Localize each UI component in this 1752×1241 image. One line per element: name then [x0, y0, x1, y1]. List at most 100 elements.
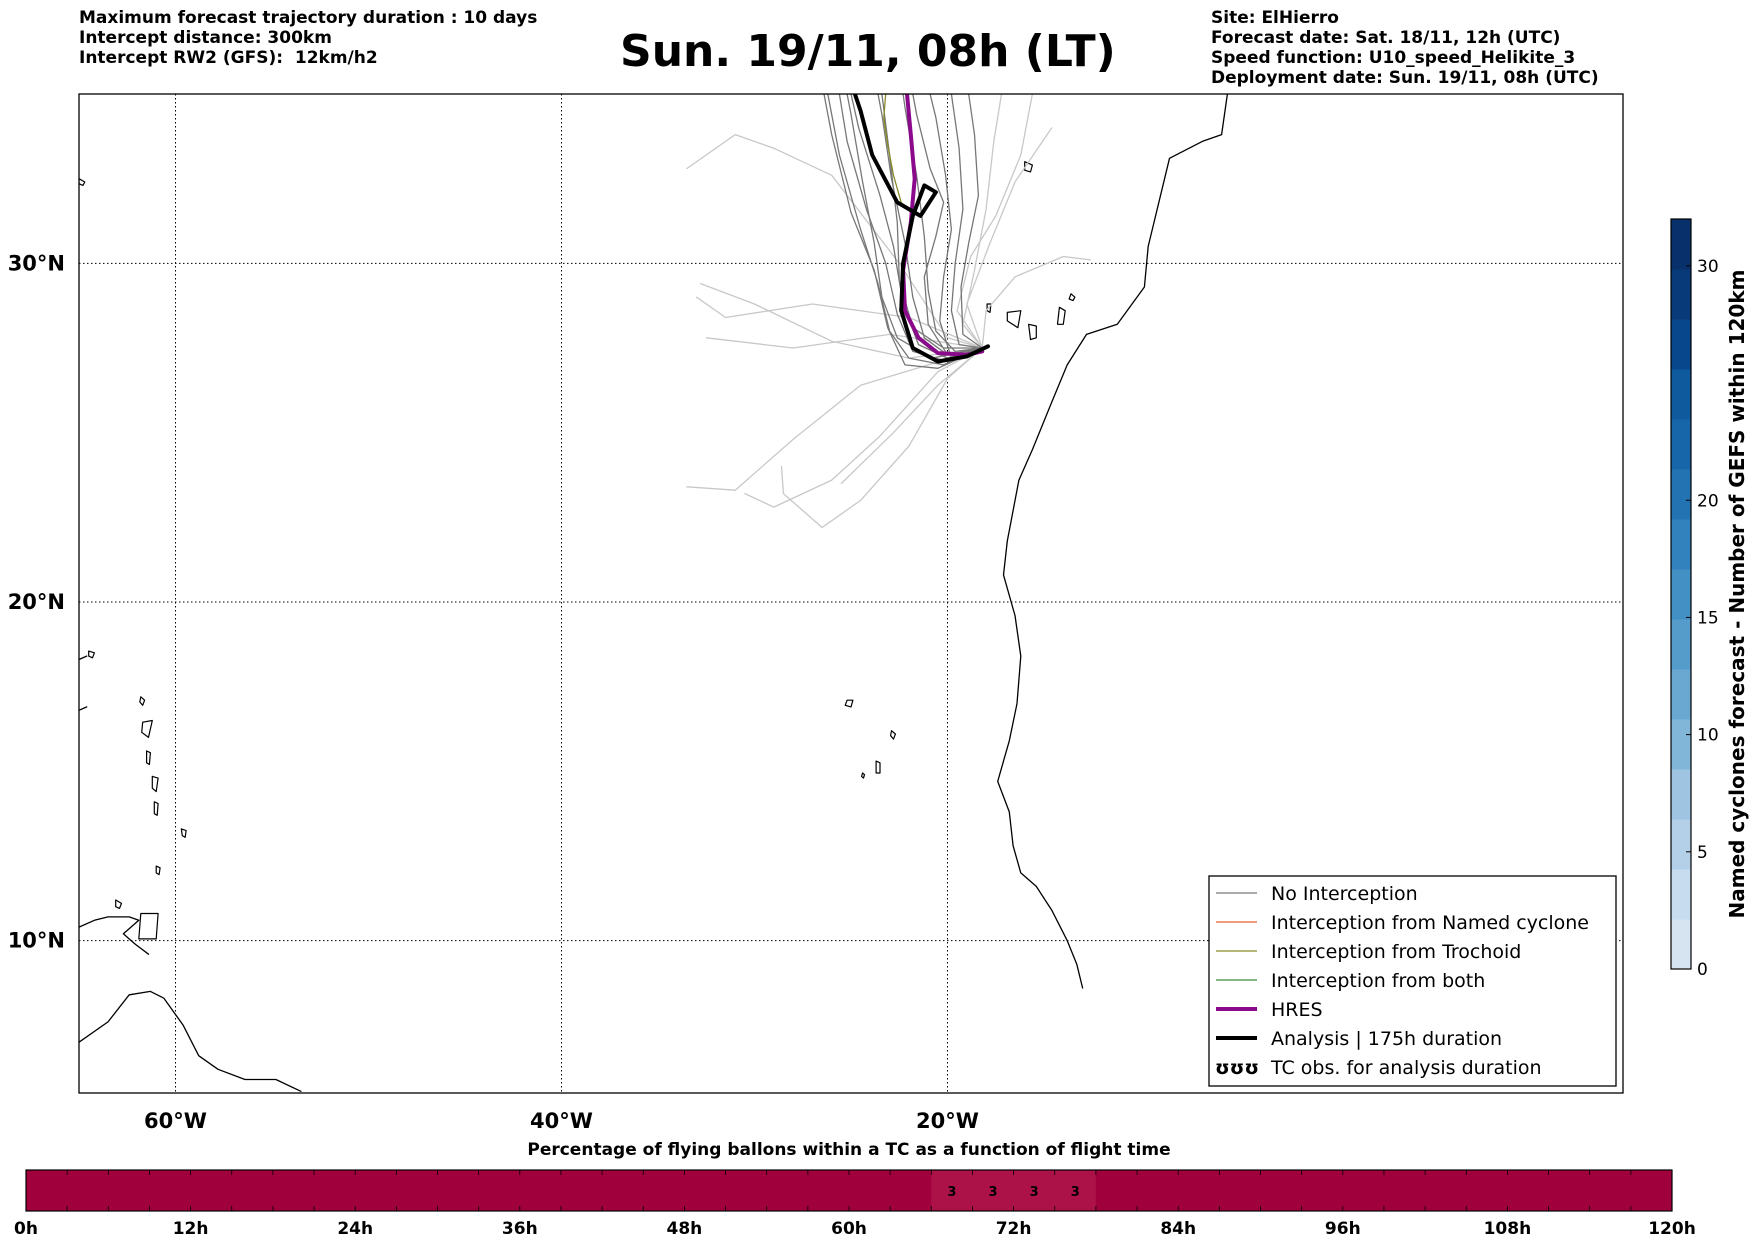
- speed-function-text: Speed function: U10_speed_Helikite_3: [1211, 48, 1576, 68]
- island-outline: [153, 801, 159, 816]
- coastline: [79, 990, 302, 1092]
- timeline-tick-label: 120h: [1648, 1219, 1696, 1239]
- timeline-value-label: 3: [1030, 1185, 1039, 1200]
- coastline: [79, 655, 88, 661]
- colorbar-tick-label: 5: [1697, 843, 1708, 863]
- lat-tick-label: 10°N: [8, 929, 65, 953]
- light-track-line: [981, 255, 1091, 349]
- island-outline: [180, 828, 187, 838]
- island-outline: [890, 730, 896, 740]
- colorbar-tick-label: 20: [1697, 491, 1719, 511]
- timeline-tick-label: 12h: [173, 1219, 209, 1239]
- timeline-highlight: [931, 1170, 1096, 1211]
- trajectories: [686, 94, 1091, 529]
- coastline: [79, 916, 150, 955]
- timeline-value-label: 3: [947, 1185, 956, 1200]
- lon-tick-label: 60°W: [144, 1109, 207, 1133]
- island-outline: [1068, 293, 1076, 302]
- chart-title: Sun. 19/11, 08h (LT): [620, 26, 1116, 77]
- colorbar-label: Named cyclones forecast - Number of GEFS…: [1725, 270, 1749, 919]
- colorbar-tick-label: 0: [1697, 960, 1708, 980]
- colorbar-frame: [1670, 218, 1692, 970]
- coastline: [79, 706, 88, 711]
- legend-item: ʊʊʊ TC obs. for analysis duration: [1215, 1057, 1542, 1079]
- island-outline: [1056, 306, 1066, 325]
- no-interception-track-line: [960, 94, 983, 349]
- timeline: Percentage of flying ballons within a TC…: [14, 1140, 1696, 1239]
- colorbar-segment: [1671, 469, 1691, 520]
- timeline-bar: [26, 1170, 1672, 1211]
- map-frame: [78, 93, 1624, 1094]
- colorbar-segment: [1671, 569, 1691, 620]
- light-track-line: [962, 94, 1003, 349]
- lon-tick-label: 40°W: [530, 1109, 593, 1133]
- island-outline: [138, 912, 159, 940]
- tc-obs-glyph-icon: ʊʊʊ: [1215, 1057, 1259, 1079]
- colorbar-segment: [1671, 269, 1691, 320]
- timeline-tick-label: 60h: [831, 1219, 867, 1239]
- colorbar-segment: [1671, 219, 1691, 270]
- light-track-line: [966, 127, 1053, 349]
- colorbar-segment: [1671, 419, 1691, 470]
- island-outline: [1006, 310, 1022, 329]
- light-track-line: [744, 347, 983, 508]
- colorbar-tick-label: 30: [1697, 257, 1719, 277]
- legend-label: HRES: [1271, 999, 1323, 1021]
- timeline-value-label: 3: [989, 1185, 998, 1200]
- colorbar-segment: [1671, 769, 1691, 820]
- coastlines: [79, 94, 1229, 1092]
- hres-track-line: [901, 94, 985, 357]
- legend-label: Interception from both: [1271, 970, 1485, 992]
- intercept-rw2-text: Intercept RW2 (GFS): 12km/h2: [79, 48, 378, 68]
- light-track-line: [699, 282, 983, 359]
- island-outline: [115, 899, 123, 909]
- coastline: [997, 94, 1229, 989]
- island-outline: [844, 699, 854, 708]
- light-track-line: [705, 333, 983, 349]
- lat-tick-label: 20°N: [8, 590, 65, 614]
- site-text: Site: ElHierro: [1211, 8, 1339, 28]
- legend-item: HRES: [1216, 999, 1323, 1021]
- colorbar-tick-label: 15: [1697, 608, 1719, 628]
- map-plot-area: [79, 94, 1229, 1092]
- lon-tick-label: 20°W: [916, 1109, 979, 1133]
- no-interception-track-line: [827, 94, 983, 366]
- trochoid-track-line: [883, 94, 902, 204]
- legend-label: TC obs. for analysis duration: [1270, 1057, 1542, 1079]
- timeline-tick-label: 108h: [1484, 1219, 1532, 1239]
- timeline-tick-label: 84h: [1160, 1219, 1196, 1239]
- island-outline: [986, 303, 992, 313]
- no-interception-track-line: [912, 94, 983, 356]
- timeline-tick-label: 72h: [996, 1219, 1032, 1239]
- colorbar-segment: [1671, 369, 1691, 420]
- island-outline: [861, 772, 866, 779]
- light-track-line: [840, 347, 983, 485]
- colorbar-segment: [1671, 669, 1691, 720]
- no-interception-track-line: [950, 94, 983, 349]
- deployment-date-text: Deployment date: Sun. 19/11, 08h (UTC): [1211, 68, 1599, 88]
- lat-tick-label: 30°N: [8, 251, 65, 275]
- colorbar-segment: [1671, 619, 1691, 670]
- timeline-tick-label: 36h: [502, 1219, 538, 1239]
- legend-item: Interception from both: [1216, 970, 1485, 992]
- max-duration-text: Maximum forecast trajectory duration : 1…: [79, 8, 538, 28]
- light-track-line: [780, 347, 983, 529]
- colorbar-segment: [1671, 819, 1691, 870]
- island-outline: [151, 775, 159, 793]
- forecast-date-text: Forecast date: Sat. 18/11, 12h (UTC): [1211, 28, 1561, 48]
- map-grid: [79, 94, 1623, 1093]
- colorbar: 0 5 10 15 20 30 Named cyclones forecast - Numb…: [1670, 218, 1749, 980]
- light-track-line: [686, 133, 983, 349]
- island-outline: [155, 865, 161, 876]
- legend-item: No Interception: [1216, 883, 1418, 905]
- timeline-tick-label: 96h: [1325, 1219, 1361, 1239]
- island-outline: [79, 178, 86, 186]
- island-outline: [146, 750, 151, 766]
- intercept-distance-text: Intercept distance: 300km: [79, 28, 332, 48]
- legend: No Interception Interception from Named c…: [1208, 875, 1617, 1087]
- light-track-line: [956, 94, 1034, 349]
- colorbar-segment: [1671, 869, 1691, 920]
- legend-item: Analysis | 175h duration: [1216, 1028, 1502, 1050]
- colorbar-segment: [1671, 719, 1691, 770]
